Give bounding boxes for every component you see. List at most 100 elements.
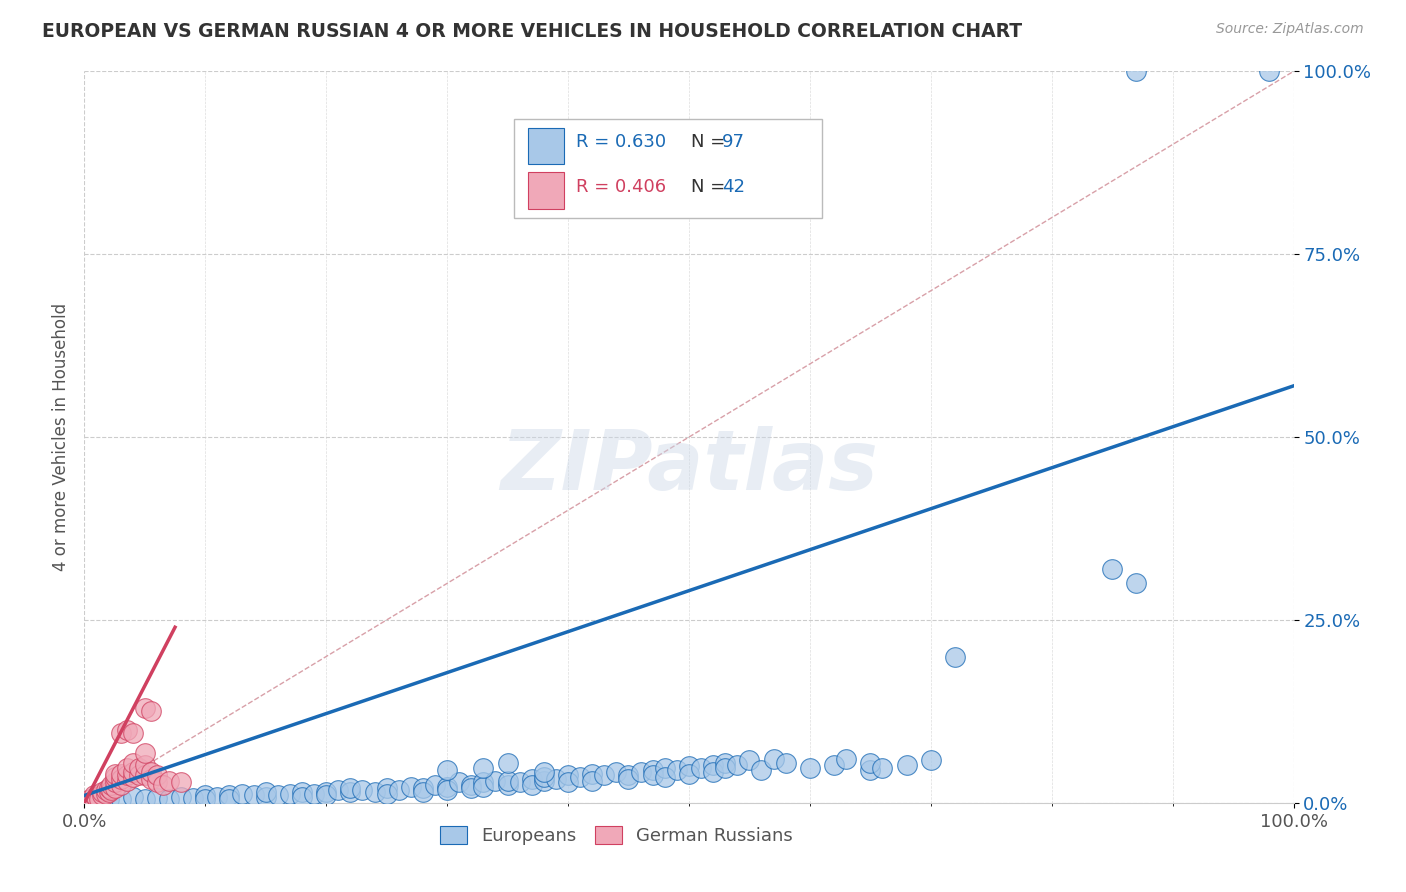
Point (533, 770, 555, 784)
Point (872, 761, 894, 775)
Bar (529, 172, 564, 209)
Point (557, 768, 579, 782)
Point (97, 792, 120, 806)
Point (460, 778, 482, 792)
Point (339, 781, 361, 796)
Point (128, 768, 150, 782)
Point (449, 775, 471, 789)
Text: N =: N = (692, 133, 731, 151)
Point (823, 757, 845, 772)
Point (104, 770, 127, 784)
Point (328, 782, 350, 797)
Text: N =: N = (692, 178, 731, 195)
Point (315, 789, 337, 803)
Point (1125, 576, 1147, 591)
Point (91, 785, 114, 799)
Point (110, 726, 132, 740)
Point (121, 726, 143, 740)
Point (859, 763, 882, 777)
Point (533, 773, 555, 788)
Point (617, 772, 640, 787)
Point (134, 768, 156, 782)
Point (218, 792, 240, 806)
Point (472, 775, 495, 789)
Point (83, 789, 105, 803)
Point (315, 785, 337, 799)
Point (134, 746, 156, 760)
Point (134, 792, 156, 806)
Point (242, 789, 264, 803)
Point (593, 768, 616, 782)
Point (835, 752, 858, 766)
Point (412, 781, 434, 796)
Point (87, 792, 110, 806)
Point (714, 756, 737, 770)
Point (412, 785, 434, 799)
Point (702, 765, 724, 780)
Point (581, 766, 603, 780)
Point (544, 772, 567, 787)
Point (520, 772, 543, 787)
Point (291, 785, 314, 799)
Point (278, 787, 301, 801)
Point (533, 765, 555, 780)
Point (110, 792, 132, 806)
Point (509, 775, 531, 789)
Point (496, 778, 519, 792)
Point (100, 778, 122, 792)
Bar (529, 128, 564, 164)
Point (115, 761, 138, 775)
Point (267, 789, 290, 803)
Point (134, 700, 156, 714)
Point (91, 789, 114, 803)
Point (94, 787, 117, 801)
Point (1101, 562, 1123, 576)
Point (714, 761, 737, 775)
Point (641, 768, 664, 782)
Point (86, 789, 108, 804)
Point (859, 756, 882, 770)
Point (690, 761, 713, 775)
Point (436, 780, 458, 794)
Point (110, 778, 132, 792)
Point (472, 761, 495, 775)
Point (104, 775, 127, 789)
Text: Source: ZipAtlas.com: Source: ZipAtlas.com (1216, 22, 1364, 37)
Point (157, 773, 180, 788)
Point (725, 757, 748, 772)
Point (702, 757, 724, 772)
Point (110, 766, 132, 780)
Point (751, 763, 773, 777)
Point (738, 753, 761, 767)
Point (94, 782, 117, 797)
Point (231, 787, 253, 801)
Point (678, 759, 700, 773)
Point (194, 789, 217, 803)
Point (496, 756, 519, 770)
Point (484, 773, 506, 788)
Text: 97: 97 (721, 133, 745, 151)
Point (1125, 64, 1147, 78)
Point (97, 785, 120, 799)
Point (352, 782, 374, 797)
Point (121, 765, 143, 780)
Point (665, 763, 688, 777)
Point (617, 768, 640, 782)
Y-axis label: 4 or more Vehicles in Household: 4 or more Vehicles in Household (52, 303, 70, 571)
Point (170, 789, 193, 804)
Point (654, 761, 676, 775)
Point (460, 781, 482, 796)
Point (339, 785, 361, 799)
Point (1258, 64, 1281, 78)
Point (557, 775, 579, 789)
Point (146, 775, 169, 789)
Point (146, 790, 169, 805)
Point (121, 789, 143, 804)
Point (678, 766, 700, 780)
Point (121, 770, 143, 784)
Point (581, 773, 603, 788)
Point (79, 792, 101, 806)
Point (388, 782, 411, 797)
Point (139, 765, 162, 780)
Point (104, 781, 127, 796)
